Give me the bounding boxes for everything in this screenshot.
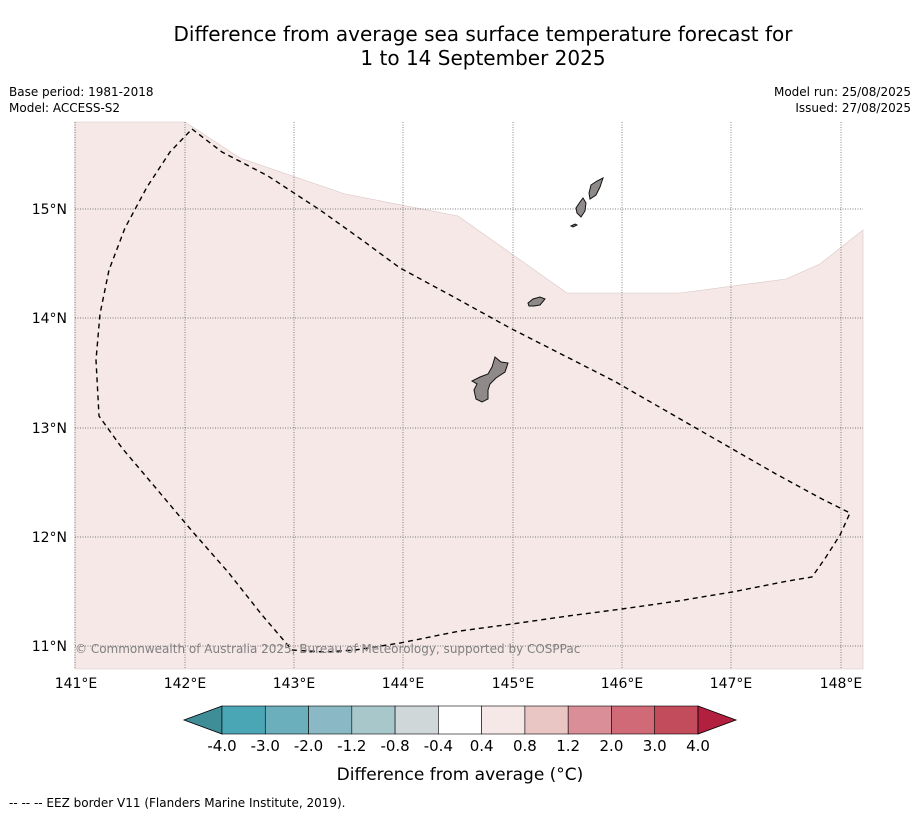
graticule xyxy=(74,122,863,669)
colorbar-tick-label: -1.2 xyxy=(337,737,366,755)
meta-right: Model run: 25/08/2025 Issued: 27/08/2025 xyxy=(774,84,911,116)
lat-label: 13°N xyxy=(32,421,67,437)
colorbar-cell xyxy=(394,705,439,735)
colorbar-cell xyxy=(654,705,699,735)
map-area: © Commonwealth of Australia 2025, Bureau… xyxy=(32,121,864,692)
chart-title: Difference from average sea surface temp… xyxy=(0,22,919,70)
island-tinian xyxy=(575,197,587,218)
colorbar-extend-low xyxy=(182,705,223,735)
colorbar-tick-label: -0.8 xyxy=(380,737,409,755)
model-name: Model: ACCESS-S2 xyxy=(9,101,121,115)
lon-label: 141°E xyxy=(55,676,98,692)
eez-legend-footnote: -- -- -- EEZ border V11 (Flanders Marine… xyxy=(9,796,346,810)
colorbar: -4.0 -3.0 -2.0 -1.2 -0.8 -0.4 0.4 0.8 1.2 2.0 3.0 4… xyxy=(182,705,738,785)
colorbar-cell xyxy=(481,705,526,735)
issued-date: Issued: 27/08/2025 xyxy=(795,101,911,115)
colorbar-cell xyxy=(524,705,569,735)
colorbar-tick-label: -4.0 xyxy=(207,737,236,755)
colorbar-tick-label: 0.8 xyxy=(513,737,537,755)
colorbar-tick-label: -3.0 xyxy=(251,737,280,755)
lon-label: 142°E xyxy=(164,676,207,692)
lon-labels: 141°E 142°E 143°E 144°E 145°E 146°E 147°… xyxy=(55,676,863,692)
eez-border xyxy=(95,128,851,653)
island-aguijan xyxy=(569,223,579,228)
lat-label: 14°N xyxy=(32,311,67,327)
copyright-notice: © Commonwealth of Australia 2025, Bureau… xyxy=(75,642,580,656)
lon-label: 147°E xyxy=(710,676,753,692)
title-line-2: 1 to 14 September 2025 xyxy=(360,46,606,70)
lon-label: 146°E xyxy=(601,676,644,692)
lat-label: 15°N xyxy=(32,202,67,218)
colorbar-tick-label: 4.0 xyxy=(686,737,710,755)
lat-label: 12°N xyxy=(32,530,67,546)
colorbar-tick-label: 3.0 xyxy=(643,737,667,755)
model-run: Model run: 25/08/2025 xyxy=(773,85,911,99)
colorbar-tick-label: -2.0 xyxy=(294,737,323,755)
island-rota xyxy=(527,296,546,307)
colorbar-tick-label: 1.2 xyxy=(556,737,580,755)
colorbar-cells xyxy=(182,705,738,735)
island-guam xyxy=(470,356,509,403)
colorbar-cell xyxy=(611,705,656,735)
colorbar-tick-labels: -4.0 -3.0 -2.0 -1.2 -0.8 -0.4 0.4 0.8 1.2 2.0 3.0 4… xyxy=(207,737,710,755)
colorbar-tick-label: 2.0 xyxy=(600,737,624,755)
colorbar-extend-high xyxy=(697,705,738,735)
colorbar-cell xyxy=(308,705,353,735)
colorbar-cell xyxy=(221,705,266,735)
lon-label: 143°E xyxy=(273,676,316,692)
colorbar-cell xyxy=(438,705,482,735)
island-saipan xyxy=(588,177,604,200)
base-period: Base period: 1981-2018 xyxy=(9,85,154,99)
colorbar-cell xyxy=(567,705,612,735)
colorbar-cell xyxy=(264,705,309,735)
title-line-1: Difference from average sea surface temp… xyxy=(173,22,793,46)
lon-label: 144°E xyxy=(382,676,425,692)
colorbar-label: Difference from average (°C) xyxy=(337,765,584,785)
colorbar-tick-label: 0.4 xyxy=(470,737,494,755)
anomaly-fill-region xyxy=(74,121,864,670)
lon-label: 145°E xyxy=(492,676,535,692)
meta-left: Base period: 1981-2018 Model: ACCESS-S2 xyxy=(9,84,154,116)
islands xyxy=(470,177,604,403)
lat-labels: 15°N 14°N 13°N 12°N 11°N xyxy=(32,202,67,655)
colorbar-cell xyxy=(351,705,396,735)
colorbar-tick-label: -0.4 xyxy=(424,737,453,755)
lat-label: 11°N xyxy=(32,639,67,655)
lon-label: 148°E xyxy=(820,676,863,692)
